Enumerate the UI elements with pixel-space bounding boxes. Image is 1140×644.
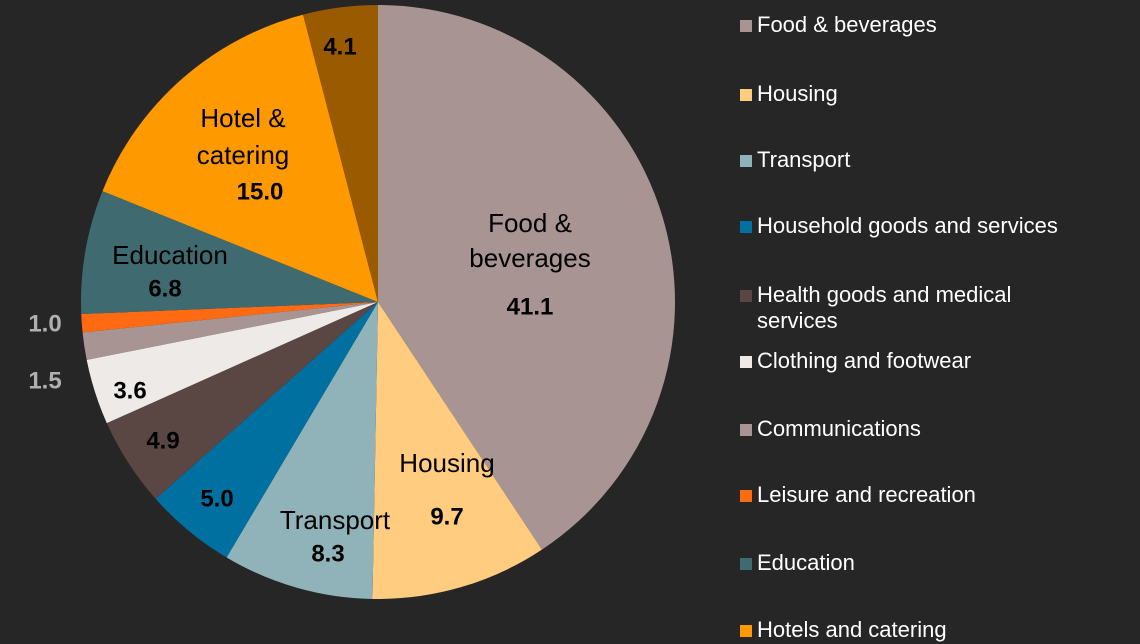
legend-entry: Housing [740,81,1097,107]
legend-entry: Leisure and recreation [740,482,1097,508]
slice-name: Hotel & [200,103,285,133]
legend-swatch [740,424,752,436]
slice-name: beverages [469,243,590,273]
legend-label: Health goods and medical services [757,282,1012,333]
value-label: 41.1 [507,293,554,320]
pie-slice [155,302,378,558]
legend-label: Food & beverages [757,12,937,37]
legend-label: Transport [757,147,851,172]
legend-entry: Household goods and services [740,213,1097,239]
legend-swatch [740,20,752,32]
legend-swatch [740,625,752,637]
value-label: 8.3 [311,540,344,567]
legend-label: Housing [757,81,838,106]
pie-slice [378,5,675,550]
value-label: 4.9 [146,427,179,454]
legend-label: Leisure and recreation [757,482,976,507]
pie-slice [226,302,378,599]
value-label: 3.6 [113,377,146,404]
slice-name: Transport [280,505,391,535]
pie-slice [82,302,378,360]
legend-label: Household goods and services [757,213,1058,238]
legend-entry: Health goods and medical services [740,282,1097,334]
legend-label: Clothing and footwear [757,348,972,373]
legend-entry: Hotels and catering [740,617,1097,643]
legend-label: Hotels and catering [757,617,947,642]
value-label: 4.1 [323,33,356,60]
legend-label: Communications [757,416,921,441]
value-label: 9.7 [430,503,463,530]
legend-swatch [740,558,752,570]
value-label: 5.0 [200,485,233,512]
legend-entry: Communications [740,416,1097,442]
chart: Food & beverages 41.1 Housing 9.7 Transport 8.… [28,5,675,599]
pie-slice [372,302,542,599]
legend-swatch [740,356,752,368]
pie-slice [106,302,378,499]
slice-name: catering [197,140,290,170]
value-label: 15.0 [237,178,284,205]
slice-name: Education [112,240,228,270]
slice-name: Housing [399,448,494,478]
legend-swatch [740,221,752,233]
value-label: 1.0 [28,310,61,337]
legend-entry: Clothing and footwear [740,348,1097,374]
pie-slice [102,14,379,303]
legend-swatch [740,155,752,167]
slice-name: Food & [488,208,572,238]
legend-entry: Food & beverages [740,12,1097,38]
pie-slice [86,302,378,424]
legend-entry: Transport [740,147,1097,173]
pie-slice [81,191,378,315]
pie-slice [303,5,378,302]
legend-label: Education [757,550,855,575]
legend-swatch [740,290,752,302]
value-label: 6.8 [148,275,181,302]
legend-swatch [740,89,752,101]
pie-slice [81,302,378,333]
legend-entry: Education [740,550,1097,576]
legend-swatch [740,490,752,502]
value-label: 1.5 [28,367,61,394]
